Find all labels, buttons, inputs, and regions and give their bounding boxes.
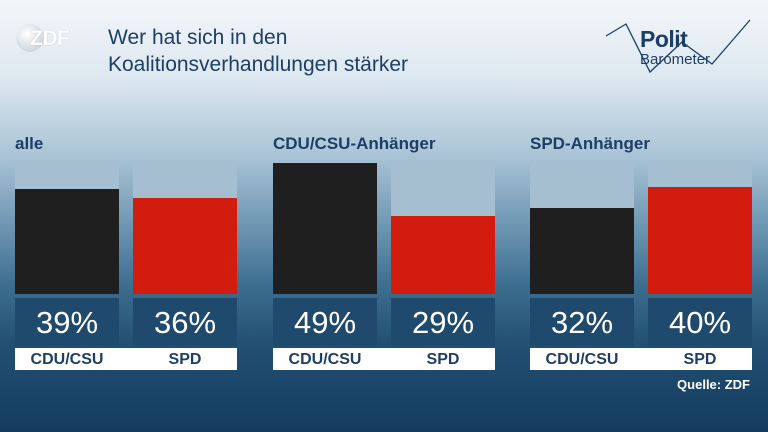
bar: [273, 163, 377, 294]
bar-value-label: 49%: [273, 298, 377, 346]
bar-track: [133, 160, 237, 294]
party-label: SPD: [683, 351, 717, 368]
politbarometer-logo: Polit Barometer: [604, 14, 754, 76]
party-label-strip: [15, 348, 237, 370]
bar-track: [15, 160, 119, 294]
bar-value-label: 40%: [648, 298, 752, 346]
politbarometer-barometer-text: Barometer: [640, 51, 711, 68]
party-label: CDU/CSU: [30, 351, 104, 368]
bar-column: [648, 160, 752, 294]
bar-column: [530, 160, 634, 294]
chart-title: Wer hat sich in den Koalitionsverhandlun…: [108, 24, 578, 78]
zdf-logo-text: ZDF: [30, 27, 70, 50]
bar: [15, 189, 119, 294]
group-label: alle: [15, 134, 44, 153]
bar: [391, 216, 495, 294]
group-label: SPD-Anhänger: [530, 134, 650, 153]
bar-track: [273, 160, 377, 294]
politbarometer-polit-text: Polit: [640, 26, 688, 52]
party-label: CDU/CSU: [288, 351, 362, 368]
politbarometer-zigzag-icon: [605, 19, 751, 74]
bar-track: [530, 160, 634, 294]
zdf-logo-disc: [16, 24, 44, 52]
bar: [648, 187, 752, 294]
bar-column: [133, 160, 237, 294]
bar-column: [273, 160, 377, 294]
party-label-strip: [530, 348, 752, 370]
zdf-logo: ZDF: [16, 24, 78, 52]
party-label-strip: [273, 348, 495, 370]
bar-track: [648, 160, 752, 294]
bar-value-label: 36%: [133, 298, 237, 346]
bar-track: [391, 160, 495, 294]
party-label: SPD: [426, 351, 460, 368]
bar-column: [15, 160, 119, 294]
bar: [530, 208, 634, 294]
bar-value-label: 29%: [391, 298, 495, 346]
bar-value-label: 32%: [530, 298, 634, 346]
source-note: Quelle: ZDF: [677, 377, 750, 392]
bar: [133, 198, 237, 294]
bar-value-label: 39%: [15, 298, 119, 346]
chart-title-line-2: Koalitionsverhandlungen stärker: [108, 53, 409, 76]
party-label: SPD: [168, 351, 202, 368]
chart-title-line-1: Wer hat sich in den: [108, 26, 288, 49]
bar-column: [391, 160, 495, 294]
group-label: CDU/CSU-Anhänger: [273, 134, 436, 153]
party-label: CDU/CSU: [545, 351, 619, 368]
